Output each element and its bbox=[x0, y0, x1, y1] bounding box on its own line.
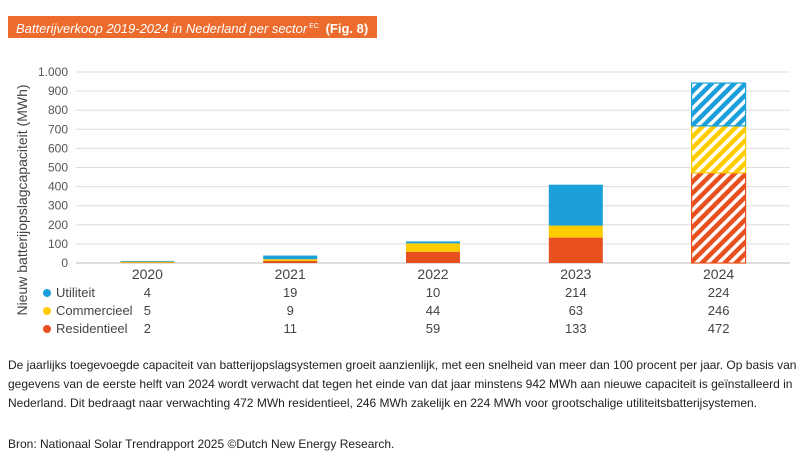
y-tick-label: 500 bbox=[48, 161, 68, 175]
x-tick-label: 2024 bbox=[703, 266, 734, 282]
y-tick-label: 700 bbox=[48, 122, 68, 136]
bar-utiliteit-2023 bbox=[548, 184, 603, 226]
x-tick-label: 2022 bbox=[417, 266, 448, 282]
x-tick-label: 2023 bbox=[560, 266, 591, 282]
data-label: 63 bbox=[569, 303, 583, 318]
y-tick-label: 1.000 bbox=[38, 65, 68, 79]
bar-residentieel-2023 bbox=[548, 237, 603, 263]
x-tick-labels: 2020 2021 2022 2023 2024 bbox=[132, 266, 735, 282]
data-label: 9 bbox=[287, 303, 294, 318]
data-label: 224 bbox=[708, 285, 730, 300]
bar-commercieel-2023 bbox=[548, 225, 603, 238]
figure-title-bar: Batterijverkoop 2019-2024 in Nederland p… bbox=[8, 16, 378, 38]
bar-utiliteit-2024 bbox=[690, 82, 747, 127]
bar-utiliteit-2021 bbox=[263, 255, 318, 260]
bar-utiliteit-2020 bbox=[120, 260, 175, 262]
x-tick-label: 2020 bbox=[132, 266, 163, 282]
gridlines bbox=[76, 71, 790, 264]
bar-utiliteit-2022 bbox=[406, 241, 460, 244]
y-tick-labels: 0 100 200 300 400 500 600 700 800 900 1.000 bbox=[38, 65, 68, 270]
legend-label-residentieel: Residentieel bbox=[56, 321, 128, 336]
data-label: 5 bbox=[144, 303, 151, 318]
data-label: 59 bbox=[426, 321, 440, 336]
bar-commercieel-2020 bbox=[120, 261, 175, 263]
legend-marker-residentieel bbox=[43, 325, 51, 333]
legend-marker-utiliteit bbox=[43, 289, 51, 297]
data-label: 2 bbox=[144, 321, 151, 336]
figure-title: Batterijverkoop 2019-2024 in Nederland p… bbox=[16, 21, 308, 36]
legend-label-commercieel: Commercieel bbox=[56, 303, 133, 318]
bar-residentieel-2024 bbox=[690, 172, 747, 264]
x-tick-label: 2021 bbox=[275, 266, 306, 282]
data-label: 4 bbox=[144, 285, 151, 300]
y-tick-label: 200 bbox=[48, 218, 68, 232]
bar-commercieel-2022 bbox=[406, 243, 460, 252]
y-tick-label: 800 bbox=[48, 103, 68, 117]
data-label: 246 bbox=[708, 303, 730, 318]
data-label: 19 bbox=[283, 285, 297, 300]
y-tick-label: 400 bbox=[48, 180, 68, 194]
legend-label-utiliteit: Utiliteit bbox=[56, 285, 95, 300]
chart-description: De jaarlijks toegevoegde capaciteit van … bbox=[8, 358, 797, 410]
y-tick-label: 900 bbox=[48, 84, 68, 98]
data-label: 10 bbox=[426, 285, 440, 300]
figure-number: (Fig. 8) bbox=[325, 21, 369, 36]
y-tick-label: 100 bbox=[48, 237, 68, 251]
bar-residentieel-2022 bbox=[406, 251, 460, 263]
figure-title-superscript: EC bbox=[309, 23, 319, 30]
bar-commercieel-2021 bbox=[263, 259, 318, 261]
source-note: Bron: Nationaal Solar Trendrapport 2025 … bbox=[8, 437, 395, 451]
data-label: 214 bbox=[565, 285, 587, 300]
legend-marker-commercieel bbox=[43, 307, 51, 315]
y-axis-label: Nieuw batterijopslagcapaciteit (MWh) bbox=[14, 84, 30, 315]
data-label: 472 bbox=[708, 321, 730, 336]
bars bbox=[120, 82, 747, 264]
y-tick-label: 300 bbox=[48, 199, 68, 213]
bar-commercieel-2024 bbox=[690, 125, 747, 174]
data-label: 11 bbox=[283, 321, 297, 336]
bar-residentieel-2021 bbox=[263, 260, 318, 263]
y-tick-label: 600 bbox=[48, 141, 68, 155]
data-label: 133 bbox=[565, 321, 587, 336]
data-label: 44 bbox=[426, 303, 440, 318]
y-tick-label: 0 bbox=[61, 256, 68, 270]
